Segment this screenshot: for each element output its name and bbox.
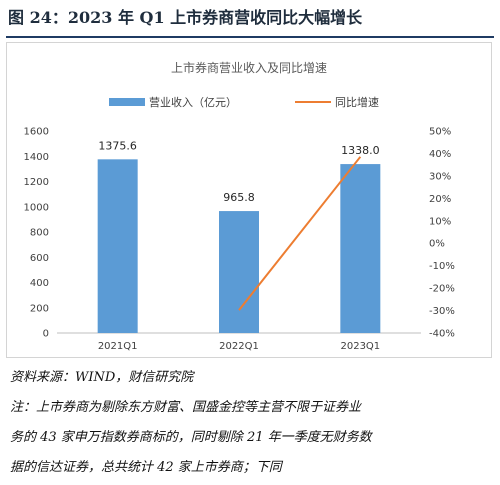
left-axis-tick-label: 800	[30, 228, 49, 239]
left-axis-tick-label: 1000	[24, 202, 49, 213]
revenue-bar-label: 1375.6	[98, 139, 137, 152]
left-axis-tick-label: 0	[43, 329, 49, 340]
revenue-growth-chart: 上市券商营业收入及同比增速 营业收入（亿元） 同比增速 0 200 400 600 80…	[24, 60, 455, 353]
note-line-1: 注：上市券商为剔除东方财富、国盛金控等主营不限于证券业	[10, 400, 362, 415]
right-axis-tick-label: -20%	[429, 284, 455, 295]
left-axis-tick-label: 200	[30, 303, 49, 314]
legend-label-revenue: 营业收入（亿元）	[149, 95, 237, 109]
right-axis-tick-label: 10%	[429, 216, 451, 227]
legend-label-growth: 同比增速	[335, 95, 379, 109]
source-note: 资料来源：WIND，财信研究院	[10, 370, 194, 385]
revenue-bar-label: 965.8	[223, 191, 255, 204]
x-axis-tick-label: 2023Q1	[340, 341, 380, 352]
left-axis-tick-label: 1200	[24, 177, 49, 188]
right-axis-tick-label: -10%	[429, 261, 455, 272]
right-axis-tick-label: 30%	[429, 171, 451, 182]
right-axis-tick-label: 0%	[429, 239, 445, 250]
revenue-bar	[97, 159, 138, 333]
x-axis-tick-label: 2022Q1	[219, 341, 259, 352]
left-axis-tick-label: 400	[30, 278, 49, 289]
chart-title: 上市券商营业收入及同比增速	[171, 60, 327, 75]
title-divider	[6, 36, 494, 38]
right-axis-tick-label: 20%	[429, 194, 451, 205]
note-line-3: 据的信达证券，总共统计 42 家上市券商；下同	[10, 460, 282, 475]
right-axis-tick-label: -30%	[429, 306, 455, 317]
left-axis-tick-label: 1600	[24, 127, 49, 138]
line-series	[238, 156, 362, 311]
right-axis-tick-label: -40%	[429, 329, 455, 340]
left-axis-tick-label: 600	[30, 253, 49, 264]
legend-swatch-revenue	[109, 98, 145, 106]
chart-frame: 上市券商营业收入及同比增速 营业收入（亿元） 同比增速 0 200 400 600 80…	[6, 42, 492, 358]
legend: 营业收入（亿元） 同比增速	[109, 95, 379, 109]
figure-title: 图 24：2023 年 Q1 上市券商营收同比大幅增长	[8, 8, 363, 27]
left-axis-tick-label: 1400	[24, 152, 49, 163]
axes: 0 200 400 600 800 1000 1200 1400 1600 -40% -30% -20…	[24, 127, 455, 353]
data-labels: 1375.6 965.8 1338.0	[98, 139, 379, 204]
bar-series	[97, 159, 381, 333]
revenue-bar	[340, 164, 381, 333]
revenue-bar	[219, 211, 259, 333]
right-axis-tick-label: 50%	[429, 127, 451, 138]
revenue-bar-label: 1338.0	[341, 144, 380, 157]
x-axis-tick-label: 2021Q1	[98, 341, 138, 352]
right-axis-tick-label: 40%	[429, 149, 451, 160]
note-line-2: 务的 43 家申万指数券商标的，同时剔除 21 年一季度无财务数	[10, 430, 372, 445]
growth-line	[238, 156, 362, 311]
